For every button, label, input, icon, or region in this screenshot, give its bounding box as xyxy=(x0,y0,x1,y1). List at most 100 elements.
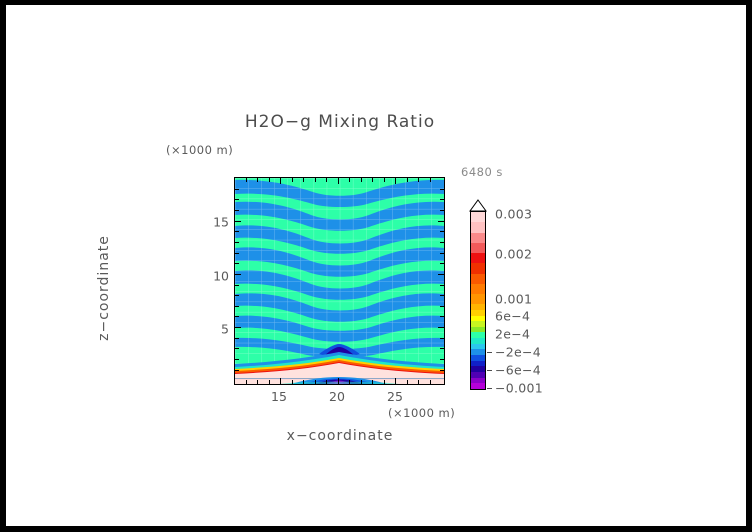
plot-tick-mark xyxy=(440,231,444,232)
x-axis-unit-label: (×1000 m) xyxy=(388,406,456,420)
plot-tick-mark xyxy=(235,210,239,211)
plot-tick-mark xyxy=(257,178,258,182)
z-axis-unit-label: (×1000 m) xyxy=(166,143,234,157)
colorbar-band xyxy=(471,263,485,274)
contour-plot-area xyxy=(234,177,445,385)
plot-tick-mark xyxy=(418,178,419,182)
plot-tick-mark xyxy=(440,295,444,296)
colorbar-tick-label: 0.002 xyxy=(495,246,533,262)
plot-tick-mark xyxy=(246,178,247,182)
x-axis-tick-label: 20 xyxy=(329,389,345,404)
plot-tick-mark xyxy=(269,178,270,182)
colorbar-band xyxy=(471,343,485,350)
plot-tick-mark xyxy=(440,199,444,200)
colorbar-band xyxy=(471,273,485,284)
x-axis-title: x−coordinate xyxy=(286,428,394,444)
colorbar-band xyxy=(471,304,485,310)
plot-tick-mark xyxy=(235,327,241,328)
plot-tick-mark xyxy=(440,348,444,349)
x-axis-tick-label: 15 xyxy=(271,389,287,404)
plot-tick-mark xyxy=(235,295,239,296)
plot-tick-mark xyxy=(235,370,239,371)
plot-tick-mark xyxy=(372,178,373,182)
colorbar-band xyxy=(471,283,485,294)
colorbar-band xyxy=(471,383,485,389)
plot-tick-mark xyxy=(407,178,408,182)
colorbar-band xyxy=(471,212,485,223)
plot-tick-mark xyxy=(418,380,419,384)
plot-tick-mark xyxy=(235,231,239,232)
colorbar-band xyxy=(471,321,485,327)
colorbar-band xyxy=(471,309,485,316)
plot-tick-mark xyxy=(235,199,239,200)
plot-tick-mark xyxy=(440,263,444,264)
plot-tick-mark xyxy=(303,380,304,384)
plot-tick-mark xyxy=(440,242,444,243)
plot-tick-mark xyxy=(315,380,316,384)
plot-tick-mark xyxy=(395,178,396,184)
time-annotation: 6480 s xyxy=(461,165,503,179)
plot-tick-mark xyxy=(384,178,385,182)
plot-tick-mark xyxy=(440,210,444,211)
colorbar-tick-label: −6e−4 xyxy=(495,362,542,378)
plot-tick-mark xyxy=(395,378,396,384)
colorbar-tick-mark xyxy=(487,352,492,353)
plot-tick-mark xyxy=(349,178,350,182)
plot-tick-mark xyxy=(235,189,239,190)
plot-tick-mark xyxy=(361,380,362,384)
colorbar-band xyxy=(471,377,485,384)
colorbar-tick-label: 0.003 xyxy=(495,206,533,222)
plot-tick-mark xyxy=(361,178,362,182)
plot-tick-mark xyxy=(280,378,281,384)
colorbar xyxy=(469,199,487,391)
plot-tick-mark xyxy=(338,378,339,384)
colorbar-band xyxy=(471,338,485,344)
plot-tick-mark xyxy=(440,285,444,286)
plot-tick-mark xyxy=(315,178,316,182)
plot-tick-mark xyxy=(235,306,239,307)
plot-tick-mark xyxy=(235,348,239,349)
colorbar-tick-label: 0.001 xyxy=(495,291,533,307)
plot-tick-mark xyxy=(235,359,239,360)
colorbar-tick-mark xyxy=(487,388,492,389)
colorbar-tick-label: 6e−4 xyxy=(495,308,531,324)
plot-tick-mark xyxy=(235,242,239,243)
plot-tick-mark xyxy=(326,178,327,182)
plot-tick-mark xyxy=(438,221,444,222)
colorbar-band xyxy=(471,294,485,305)
plot-tick-mark xyxy=(430,380,431,384)
plot-tick-mark xyxy=(235,316,239,317)
page-title: H2O−g Mixing Ratio xyxy=(244,112,436,132)
contour-field xyxy=(235,178,444,384)
plot-tick-mark xyxy=(440,253,444,254)
plot-tick-mark xyxy=(326,380,327,384)
plot-tick-mark xyxy=(280,178,281,184)
plot-tick-mark xyxy=(384,380,385,384)
plot-tick-mark xyxy=(235,221,241,222)
plot-tick-mark xyxy=(338,178,339,184)
colorbar-band xyxy=(471,253,485,264)
plot-tick-mark xyxy=(438,327,444,328)
colorbar-band xyxy=(471,326,485,333)
plot-tick-mark xyxy=(269,380,270,384)
colorbar-gradient xyxy=(470,211,486,390)
z-axis-title: z−coordinate xyxy=(96,235,112,341)
plot-tick-mark xyxy=(430,178,431,182)
colorbar-band xyxy=(471,315,485,322)
colorbar-tick-mark xyxy=(487,370,492,371)
colorbar-tick-label: 2e−4 xyxy=(495,326,531,342)
plot-tick-mark xyxy=(440,306,444,307)
plot-tick-mark xyxy=(372,380,373,384)
plot-tick-mark xyxy=(349,380,350,384)
plot-tick-mark xyxy=(235,338,239,339)
colorbar-band xyxy=(471,349,485,356)
plot-tick-mark xyxy=(235,274,241,275)
colorbar-tick-label: −2e−4 xyxy=(495,344,542,360)
colorbar-band xyxy=(471,355,485,361)
plot-tick-mark xyxy=(407,380,408,384)
y-axis-tick-label: 5 xyxy=(221,321,229,337)
plot-tick-mark xyxy=(438,274,444,275)
colorbar-band xyxy=(471,222,485,233)
plot-tick-mark xyxy=(246,380,247,384)
plot-tick-mark xyxy=(440,316,444,317)
